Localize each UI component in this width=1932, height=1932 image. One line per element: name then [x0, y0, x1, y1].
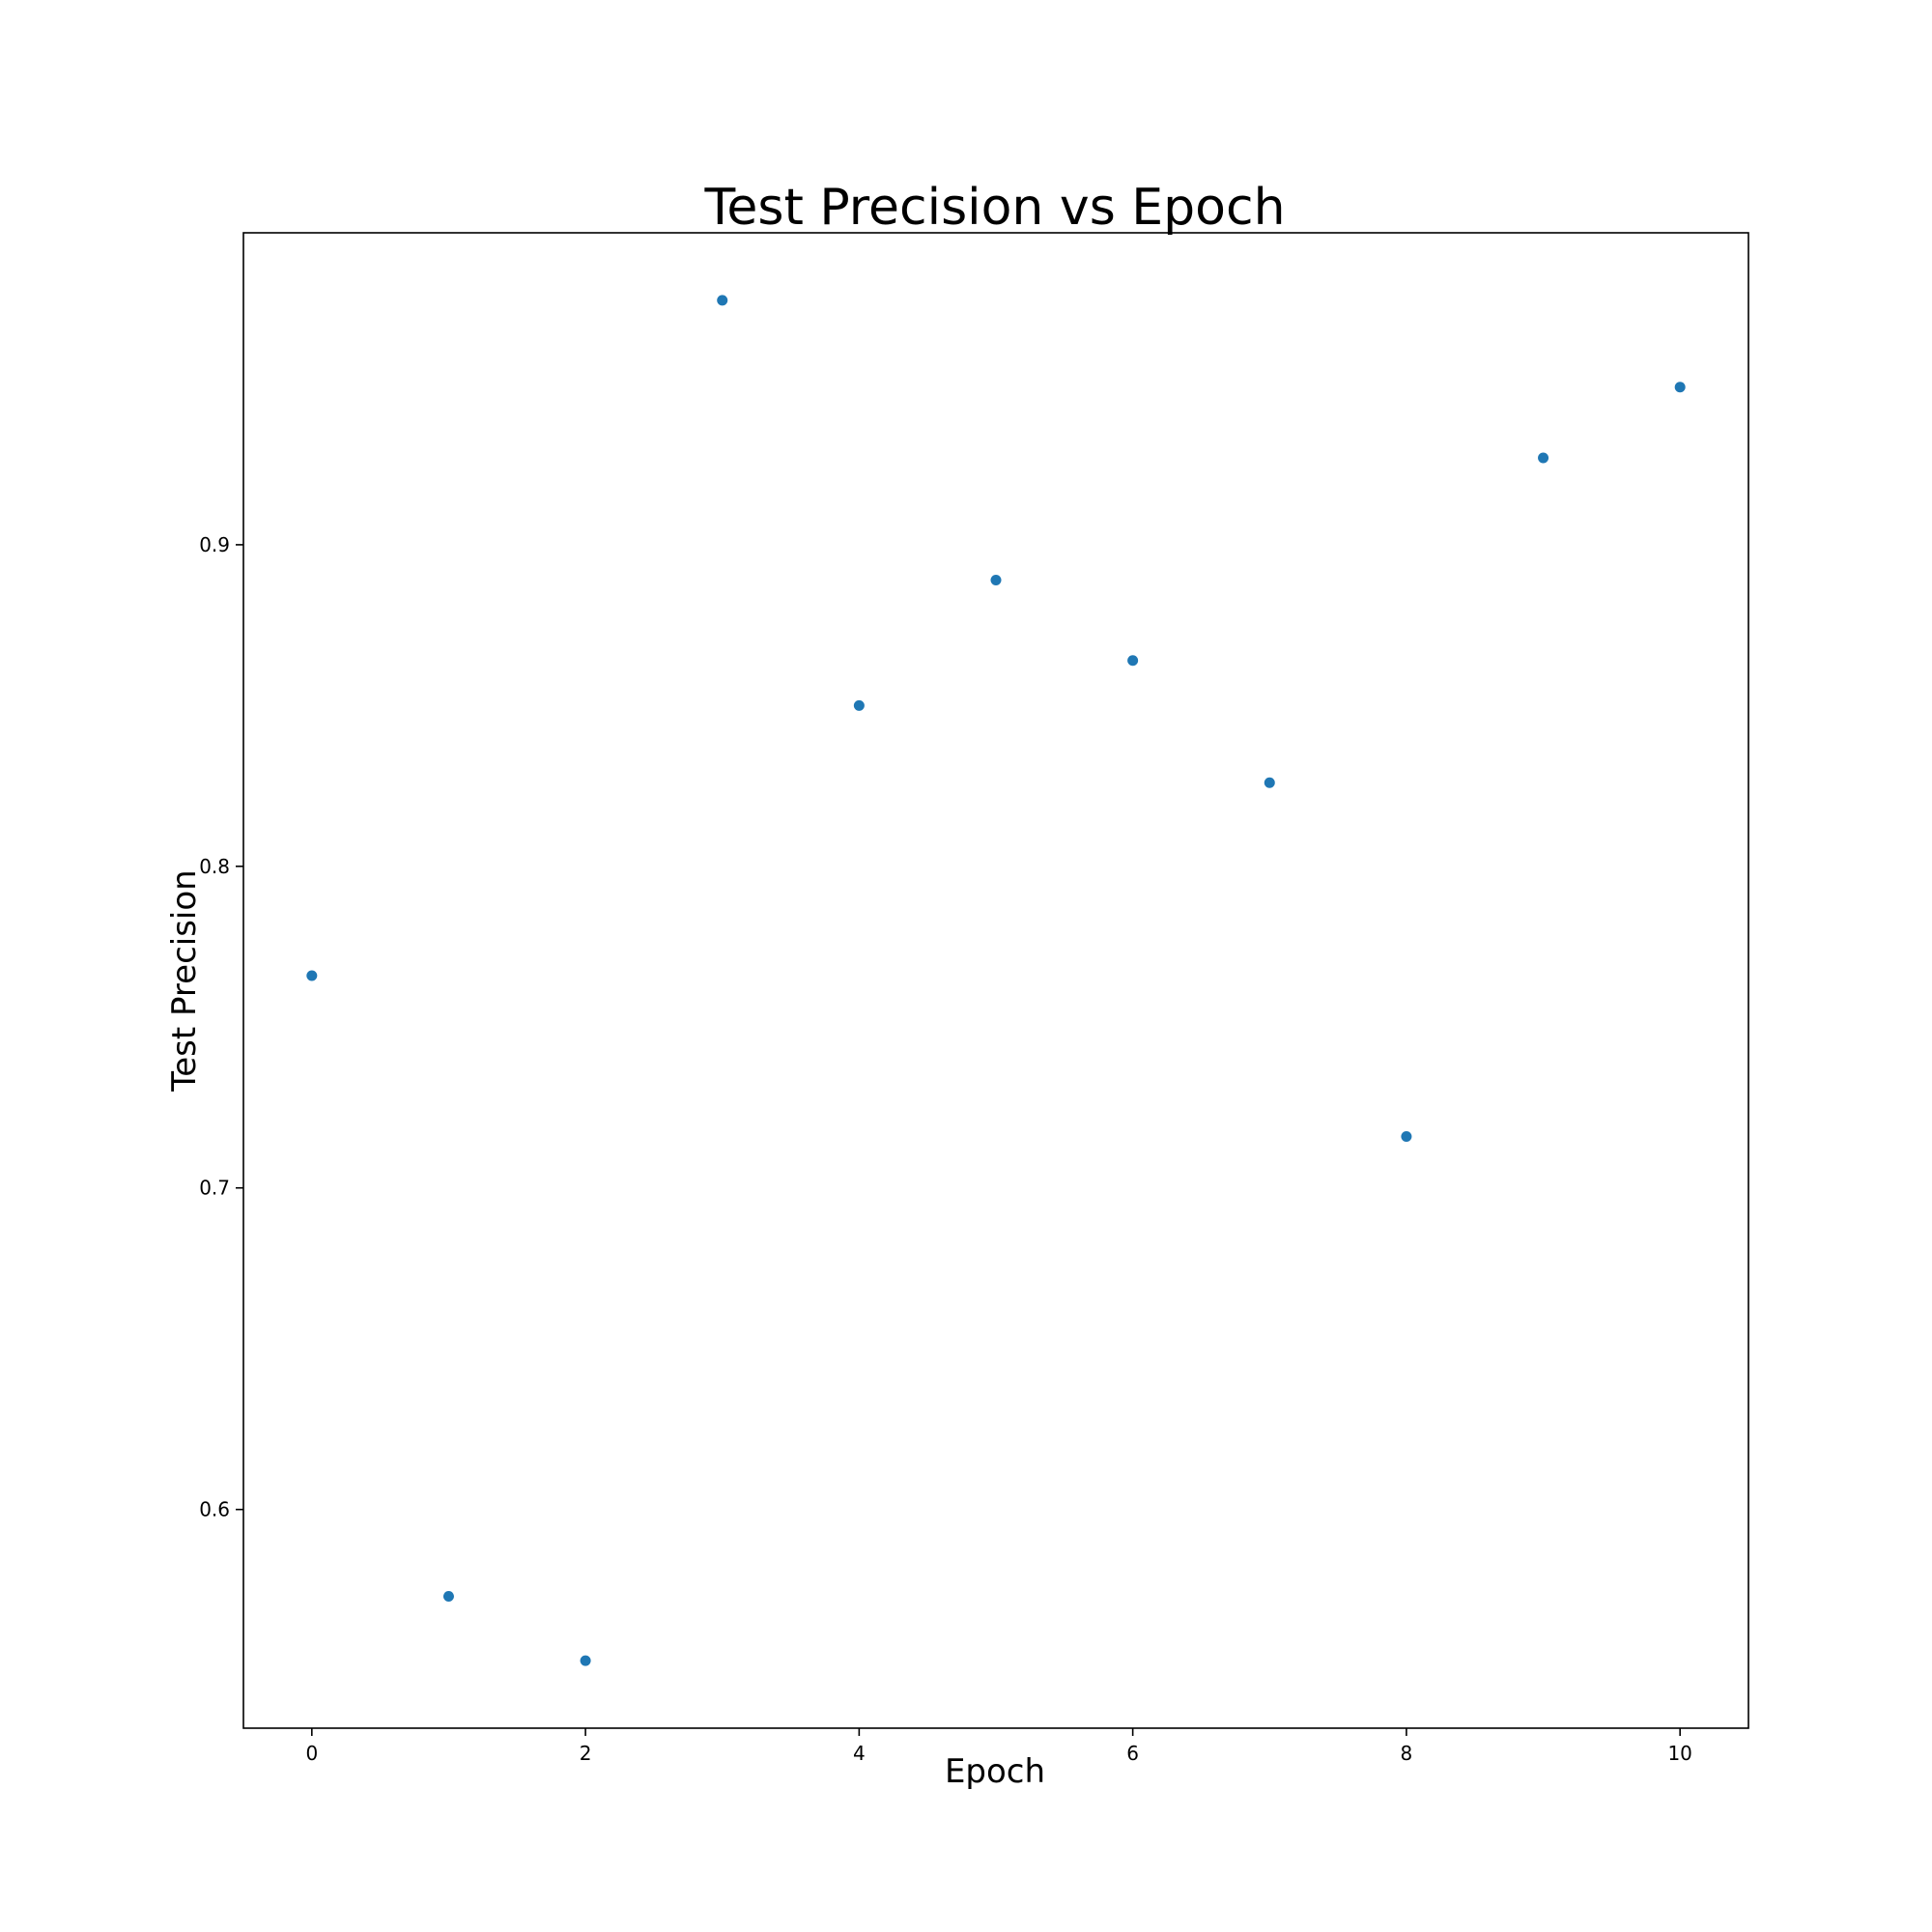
scatter-point: [1401, 1130, 1412, 1142]
scatter-point: [1538, 452, 1549, 464]
scatter-point: [853, 699, 865, 711]
y-axis-label: Test Precision: [165, 869, 204, 1092]
plot-area-frame: [242, 232, 1749, 1729]
y-tick-label: 0.9: [199, 533, 230, 556]
scatter-point: [1127, 655, 1139, 667]
x-tick-label: 0: [305, 1742, 318, 1765]
x-tick-label: 10: [1667, 1742, 1691, 1765]
x-tick-label: 4: [853, 1742, 866, 1765]
scatter-point: [442, 1591, 454, 1603]
x-axis-label: Epoch: [945, 1752, 1045, 1791]
y-tick-label: 0.6: [199, 1498, 230, 1521]
scatter-point: [990, 575, 1002, 586]
y-tick-label: 0.8: [199, 855, 230, 878]
x-tick-label: 2: [580, 1742, 592, 1765]
scatter-point: [306, 970, 318, 981]
axis-ticks: 0 2 4 6 8 10 0.6 0.7 0.8 0.9: [199, 533, 1692, 1765]
x-tick-label: 8: [1401, 1742, 1413, 1765]
data-points: [306, 295, 1686, 1666]
scatter-point: [580, 1655, 591, 1666]
scatter-point: [1264, 777, 1275, 788]
scatter-point: [1674, 382, 1686, 393]
y-tick-label: 0.7: [199, 1177, 230, 1200]
chart-title: Test Precision vs Epoch: [703, 179, 1285, 237]
x-tick-label: 6: [1126, 1742, 1139, 1765]
scatter-point: [717, 295, 728, 306]
